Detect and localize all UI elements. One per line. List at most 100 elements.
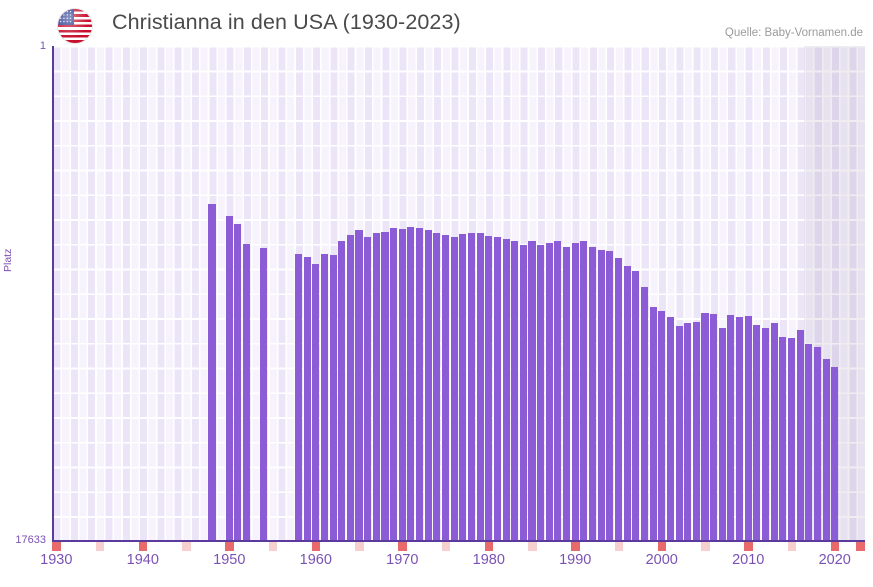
- bar: [234, 223, 242, 541]
- bar: [779, 337, 787, 541]
- x-tick-minor: [701, 542, 710, 551]
- bar: [424, 230, 432, 541]
- bar: [346, 234, 354, 541]
- x-axis-tick-label: 1940: [126, 552, 159, 568]
- bar: [770, 322, 778, 541]
- x-axis-tick-label: 1930: [40, 552, 73, 568]
- x-axis-tick-label: 2020: [818, 552, 851, 568]
- bar: [294, 254, 303, 541]
- bar: [563, 246, 571, 541]
- x-tick-minor: [441, 542, 451, 551]
- bar: [329, 255, 337, 541]
- bar: [692, 322, 700, 541]
- bar: [390, 228, 398, 541]
- bar: [450, 236, 458, 541]
- bar: [416, 227, 424, 541]
- bar: [372, 232, 380, 541]
- x-tick-minor: [355, 542, 364, 551]
- bar: [225, 216, 233, 541]
- bar: [381, 232, 389, 541]
- bar: [831, 366, 839, 541]
- page-title: Christianna in den USA (1930-2023): [112, 10, 461, 34]
- x-tick-minor: [528, 542, 537, 551]
- bar: [243, 244, 251, 541]
- x-axis-tick-marks: [52, 542, 865, 551]
- bar: [822, 359, 830, 541]
- bar: [320, 254, 328, 541]
- bar: [813, 347, 821, 541]
- bar: [736, 316, 744, 541]
- x-axis-tick-label: 1960: [299, 552, 332, 568]
- x-axis-line: [52, 540, 865, 542]
- source-attribution: Quelle: Baby-Vornamen.de: [724, 27, 863, 39]
- bar: [312, 264, 320, 541]
- x-axis-tick-label: 2000: [645, 552, 678, 568]
- bar: [589, 246, 597, 541]
- bar: [441, 234, 450, 541]
- bar: [684, 322, 692, 541]
- bar: [649, 306, 657, 541]
- x-tick-major: [830, 542, 840, 551]
- bar: [675, 326, 683, 541]
- bar: [260, 247, 268, 541]
- x-tick-major: [398, 542, 407, 551]
- bar: [606, 251, 614, 541]
- y-axis-top-tick-label: 1: [39, 40, 46, 52]
- bar: [761, 328, 770, 541]
- bar: [805, 343, 813, 541]
- y-axis-title: Platz: [2, 248, 14, 272]
- bar: [519, 245, 527, 541]
- x-tick-major: [744, 542, 753, 551]
- bar: [614, 258, 623, 541]
- bar: [666, 316, 674, 541]
- x-tick-major: [571, 542, 580, 551]
- bar: [493, 237, 501, 541]
- bar: [502, 239, 510, 541]
- bar: [459, 233, 467, 541]
- x-axis-tick-label: 1980: [472, 552, 505, 568]
- us-flag-icon: [58, 9, 92, 43]
- x-tick-major: [138, 542, 148, 551]
- x-axis-tick-label: 2010: [732, 552, 765, 568]
- x-axis-tick-label: 1990: [559, 552, 592, 568]
- x-axis-tick-labels: 1930 1940 1950 1960 1970 1980 1990 2000 2010 2020: [0, 552, 873, 580]
- bar: [467, 232, 475, 541]
- bar: [407, 226, 415, 541]
- bar: [718, 328, 726, 541]
- bar: [571, 243, 579, 541]
- bar: [364, 236, 372, 541]
- bar: [658, 311, 666, 541]
- bar: [433, 233, 441, 541]
- bar: [545, 242, 553, 541]
- x-axis-tick-label: 1950: [213, 552, 246, 568]
- x-tick-major: [856, 542, 865, 551]
- bar: [744, 316, 752, 541]
- bar: [511, 241, 519, 541]
- bar: [303, 256, 311, 541]
- x-tick-major: [311, 542, 321, 551]
- bar-series: [52, 46, 865, 541]
- bar: [398, 229, 406, 541]
- bar: [485, 235, 493, 541]
- bar: [476, 232, 484, 541]
- x-tick-major: [225, 542, 234, 551]
- flag-gloss: [58, 9, 92, 43]
- plot-area: [52, 46, 865, 541]
- bar: [727, 314, 735, 541]
- bar: [338, 241, 346, 541]
- flag-canton: [58, 9, 74, 25]
- bar: [355, 230, 363, 541]
- x-tick-minor: [95, 542, 105, 551]
- x-tick-major: [657, 542, 667, 551]
- bar: [710, 314, 718, 541]
- y-axis-bottom-tick-label: 17633: [15, 534, 46, 546]
- bar: [796, 329, 804, 541]
- bar: [597, 249, 605, 541]
- x-tick-minor: [268, 542, 278, 551]
- bar: [208, 203, 216, 541]
- x-tick-major: [484, 542, 494, 551]
- bar: [632, 271, 640, 541]
- bar: [528, 241, 536, 541]
- bar: [640, 287, 648, 541]
